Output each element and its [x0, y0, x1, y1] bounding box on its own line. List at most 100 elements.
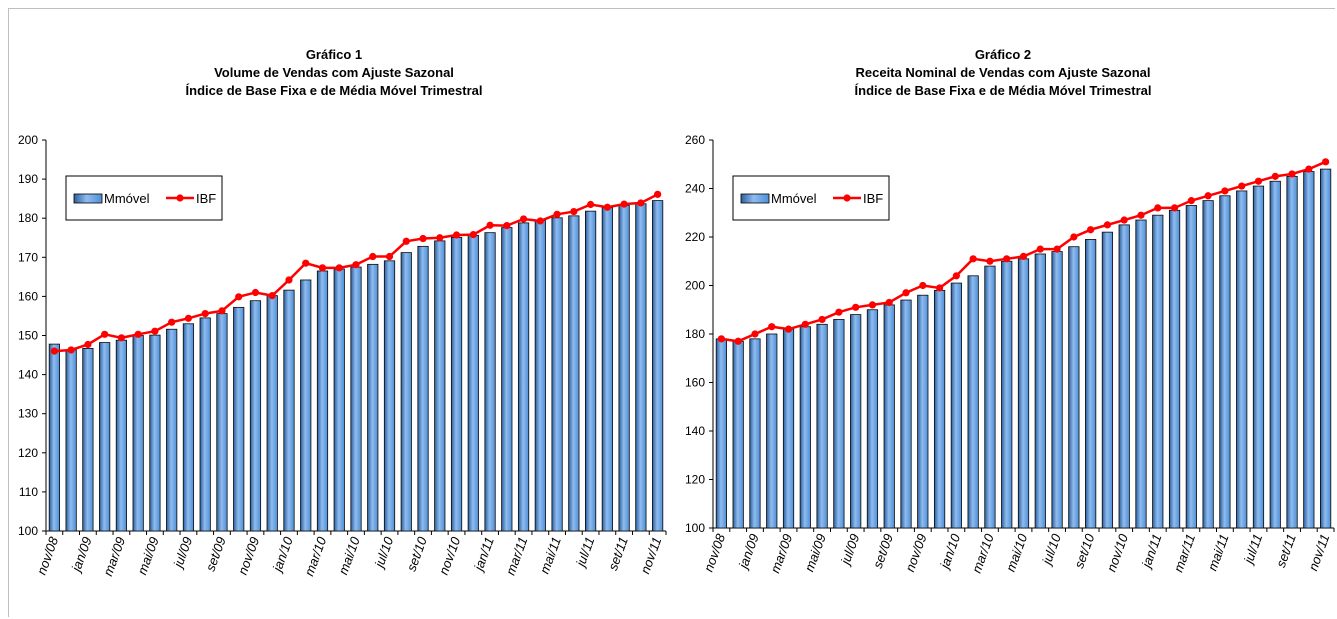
point-ibf — [1221, 187, 1229, 195]
point-ibf — [637, 199, 645, 207]
bar-mmovel — [917, 294, 929, 529]
bar-mmovel — [149, 334, 161, 532]
x-tick-label: mai/11 — [537, 535, 564, 576]
bar-mmovel — [1269, 180, 1281, 529]
y-tick-label: 130 — [18, 407, 38, 421]
point-ibf — [717, 335, 725, 343]
x-tick-label: nov/11 — [1305, 532, 1332, 573]
bar-mmovel — [652, 200, 664, 532]
x-tick-label: mar/09 — [100, 535, 128, 578]
y-tick-label: 190 — [18, 172, 38, 186]
bar-mmovel — [450, 236, 463, 532]
bar-mmovel — [82, 348, 94, 532]
x-tick-label: nov/09 — [235, 535, 262, 577]
bar-mmovel — [601, 207, 613, 532]
x-tick-label: jul/10 — [1038, 531, 1064, 568]
point-ibf — [369, 252, 377, 261]
bar-mmovel — [799, 326, 811, 529]
point-ibf — [734, 337, 742, 345]
point-ibf — [1271, 172, 1279, 180]
bar-mmovel — [1219, 195, 1231, 529]
bar-mmovel — [400, 252, 412, 532]
bar-mmovel — [283, 289, 295, 532]
x-tick-label: mai/09 — [134, 535, 161, 577]
bar-mmovel — [816, 323, 828, 529]
bar-mmovel — [715, 338, 727, 529]
point-ibf — [1204, 192, 1212, 200]
point-ibf — [1137, 211, 1145, 219]
x-tick-label: nov/10 — [1104, 531, 1132, 574]
bar-mmovel — [1168, 209, 1181, 529]
bar-mmovel — [333, 268, 345, 532]
bar-mmovel — [216, 313, 228, 532]
chart-title-line-1: Gráfico 1 — [305, 47, 363, 62]
x-tick-label: mai/09 — [801, 532, 828, 574]
figure-frame — [8, 8, 1335, 617]
point-ibf — [402, 237, 410, 245]
y-tick-label: 120 — [18, 446, 38, 460]
y-tick-label: 240 — [685, 182, 705, 196]
point-ibf — [101, 330, 109, 338]
bar-mmovel — [1135, 219, 1147, 529]
bar-mmovel — [1185, 205, 1197, 529]
bar-mmovel — [517, 222, 530, 532]
legend-line-marker — [176, 194, 184, 202]
point-ibf — [553, 210, 561, 218]
point-ibf — [919, 281, 927, 290]
y-tick-label: 160 — [18, 289, 38, 303]
y-tick-label: 120 — [685, 473, 705, 487]
bar-mmovel — [350, 266, 362, 532]
point-ibf — [436, 234, 444, 242]
legend-label-ibf: IBF — [863, 191, 883, 206]
x-tick-label: mar/11 — [503, 535, 531, 577]
point-ibf — [969, 255, 977, 263]
bar-mmovel — [1051, 251, 1063, 529]
bar-mmovel — [866, 309, 879, 529]
y-tick-label: 100 — [685, 521, 705, 535]
x-tick-label: jan/10 — [269, 534, 296, 575]
x-tick-label: jul/09 — [170, 535, 195, 571]
chart-title-line-2: Volume de Vendas com Ajuste Sazonal — [214, 65, 454, 80]
point-ibf — [801, 320, 809, 328]
bar-mmovel — [417, 245, 429, 532]
x-tick-label: set/11 — [1273, 532, 1299, 570]
bar-mmovel — [48, 343, 60, 532]
x-tick-label: mar/09 — [767, 532, 795, 575]
point-ibf — [335, 264, 343, 272]
legend-line-marker — [843, 194, 851, 202]
point-ibf — [469, 231, 477, 239]
point-ibf — [603, 203, 611, 211]
x-tick-label: nov/10 — [436, 534, 464, 577]
bar-mmovel — [1152, 214, 1164, 529]
point-ibf — [519, 215, 528, 223]
bar-mmovel — [1001, 260, 1013, 529]
bar-mmovel — [749, 338, 761, 529]
point-ibf — [50, 347, 58, 355]
bar-mmovel — [132, 335, 144, 532]
bar-mmovel — [1202, 200, 1214, 529]
y-tick-label: 220 — [685, 230, 705, 244]
bar-mmovel — [1236, 190, 1248, 529]
point-ibf — [84, 340, 92, 349]
point-ibf — [201, 310, 209, 318]
bar-mmovel — [1017, 258, 1030, 529]
bar-mmovel — [967, 275, 979, 529]
point-ibf — [67, 346, 75, 354]
point-ibf — [751, 330, 759, 338]
bar-mmovel — [732, 340, 744, 529]
bar-mmovel — [850, 314, 862, 529]
x-tick-label: jul/11 — [1240, 532, 1265, 567]
legend-bar-swatch — [73, 193, 103, 204]
bar-mmovel — [65, 349, 77, 532]
x-tick-label: mar/10 — [301, 534, 329, 578]
point-ibf — [885, 298, 893, 307]
bar-mmovel — [467, 235, 479, 532]
point-ibf — [620, 200, 628, 208]
bar-mmovel — [984, 265, 996, 529]
legend-label-mmovel: Mmóvel — [104, 191, 150, 206]
x-tick-label: set/10 — [1071, 531, 1097, 570]
bar-mmovel — [833, 319, 845, 529]
y-tick-label: 180 — [685, 327, 705, 341]
